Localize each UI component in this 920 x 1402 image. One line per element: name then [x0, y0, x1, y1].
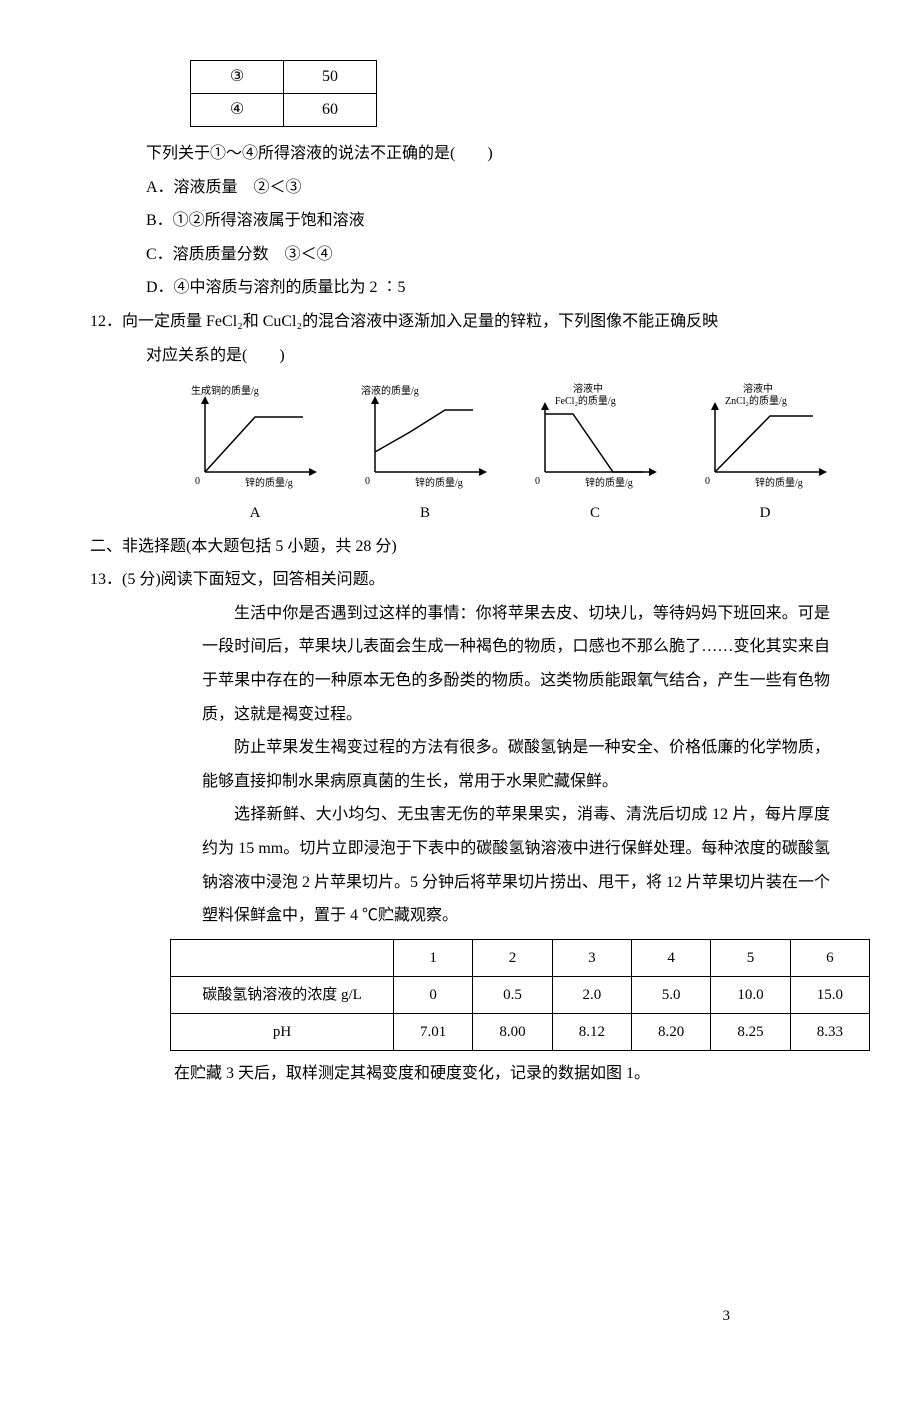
- cell: 6: [790, 939, 869, 976]
- section-2-heading: 二、非选择题(本大题包括 5 小题，共 28 分): [90, 530, 830, 564]
- chart-d-ylabel-l1: 溶液中: [743, 382, 773, 395]
- cell: 8.00: [473, 1013, 552, 1050]
- q12-number: 12．: [90, 313, 122, 330]
- cell: 0.5: [473, 976, 552, 1013]
- q12-stem-line1: 12．向一定质量 FeCl₂和 CuCl₂的混合溶液中逐渐加入足量的锌粒，下列图…: [90, 305, 830, 339]
- cell: 2: [473, 939, 552, 976]
- chart-b-xlabel: 锌的质量/g: [415, 476, 463, 489]
- cell-label: pH: [171, 1013, 394, 1050]
- q11-opt-a: A．溶液质量 ②＜③: [90, 171, 830, 205]
- q13-head: 13．(5 分)阅读下面短文，回答相关问题。: [90, 563, 830, 597]
- cell: 8.25: [711, 1013, 790, 1050]
- cell: 8.20: [631, 1013, 710, 1050]
- chart-d-letter: D: [695, 498, 835, 530]
- chart-c-ylabel-l1: 溶液中: [573, 382, 603, 395]
- chart-a: 生成铜的质量/g 0 锌的质量/g A: [185, 382, 325, 530]
- chart-b: 溶液的质量/g 0 锌的质量/g B: [355, 382, 495, 530]
- chart-a-letter: A: [185, 498, 325, 530]
- chart-c-letter: C: [525, 498, 665, 530]
- q11-stem: 下列关于①～④所得溶液的说法不正确的是( ): [90, 137, 830, 171]
- q12-text1: 向一定质量 FeCl₂和 CuCl₂的混合溶液中逐渐加入足量的锌粒，下列图像不能…: [122, 313, 718, 330]
- table-small: ③ 50 ④ 60: [190, 60, 377, 127]
- chart-b-ylabel: 溶液的质量/g: [361, 384, 419, 397]
- q11-opt-b: B．①②所得溶液属于饱和溶液: [90, 204, 830, 238]
- origin-zero: 0: [365, 476, 370, 487]
- chart-d-xlabel: 锌的质量/g: [755, 476, 803, 489]
- table-row: ③ 50: [191, 61, 377, 94]
- cell: 8.12: [552, 1013, 631, 1050]
- q13-para-1: 生活中你是否遇到过这样的事情：你将苹果去皮、切块儿，等待妈妈下班回来。可是一段时…: [90, 597, 830, 731]
- cell: 15.0: [790, 976, 869, 1013]
- chart-a-xlabel: 锌的质量/g: [245, 476, 293, 489]
- q13-para-3: 选择新鲜、大小均匀、无虫害无伤的苹果果实，消毒、清洗后切成 12 片，每片厚度约…: [90, 798, 830, 932]
- cell-label: ④: [191, 94, 284, 127]
- q11-opt-c: C．溶质质量分数 ③＜④: [90, 238, 830, 272]
- chart-a-svg: 生成铜的质量/g 0 锌的质量/g: [185, 382, 325, 492]
- table-row: 1 2 3 4 5 6: [171, 939, 870, 976]
- chart-c-svg: 溶液中 FeCl₂的质量/g 0 锌的质量/g: [525, 382, 665, 492]
- chart-b-letter: B: [355, 498, 495, 530]
- chart-d-ylabel-l2: ZnCl₂的质量/g: [725, 394, 787, 407]
- cell: 8.33: [790, 1013, 869, 1050]
- chart-b-svg: 溶液的质量/g 0 锌的质量/g: [355, 382, 495, 492]
- cell: 0: [394, 976, 473, 1013]
- cell: 3: [552, 939, 631, 976]
- table-row: ④ 60: [191, 94, 377, 127]
- q13-para-2: 防止苹果发生褐变过程的方法有很多。碳酸氢钠是一种安全、价格低廉的化学物质，能够直…: [90, 731, 830, 798]
- cell: 4: [631, 939, 710, 976]
- cell-label: ③: [191, 61, 284, 94]
- q13-number: 13．: [90, 571, 122, 588]
- origin-zero: 0: [195, 476, 200, 487]
- origin-zero: 0: [535, 476, 540, 487]
- cell-label: 碳酸氢钠溶液的浓度 g/L: [171, 976, 394, 1013]
- chart-c: 溶液中 FeCl₂的质量/g 0 锌的质量/g C: [525, 382, 665, 530]
- q13-tail: 在贮藏 3 天后，取样测定其褐变度和硬度变化，记录的数据如图 1。: [90, 1057, 830, 1091]
- table-row: pH 7.01 8.00 8.12 8.20 8.25 8.33: [171, 1013, 870, 1050]
- cell: 10.0: [711, 976, 790, 1013]
- origin-zero: 0: [705, 476, 710, 487]
- q12-stem-line2: 对应关系的是( ): [90, 339, 830, 373]
- cell: 2.0: [552, 976, 631, 1013]
- chart-c-ylabel-l2: FeCl₂的质量/g: [555, 394, 616, 407]
- page-number: 3: [723, 1301, 731, 1333]
- chart-c-xlabel: 锌的质量/g: [585, 476, 633, 489]
- cell: [171, 939, 394, 976]
- q11-opt-d: D．④中溶质与溶剂的质量比为 2 ∶5: [90, 271, 830, 305]
- charts-row: 生成铜的质量/g 0 锌的质量/g A 溶液的质量/g 0 锌的质量/g B 溶…: [170, 382, 850, 530]
- cell: 5: [711, 939, 790, 976]
- q13-head-text: (5 分)阅读下面短文，回答相关问题。: [122, 571, 385, 588]
- cell-value: 50: [284, 61, 377, 94]
- chart-a-ylabel: 生成铜的质量/g: [191, 384, 259, 397]
- cell-value: 60: [284, 94, 377, 127]
- table-big: 1 2 3 4 5 6 碳酸氢钠溶液的浓度 g/L 0 0.5 2.0 5.0 …: [170, 939, 870, 1051]
- table-row: 碳酸氢钠溶液的浓度 g/L 0 0.5 2.0 5.0 10.0 15.0: [171, 976, 870, 1013]
- cell: 1: [394, 939, 473, 976]
- cell: 7.01: [394, 1013, 473, 1050]
- chart-d: 溶液中 ZnCl₂的质量/g 0 锌的质量/g D: [695, 382, 835, 530]
- cell: 5.0: [631, 976, 710, 1013]
- chart-d-svg: 溶液中 ZnCl₂的质量/g 0 锌的质量/g: [695, 382, 835, 492]
